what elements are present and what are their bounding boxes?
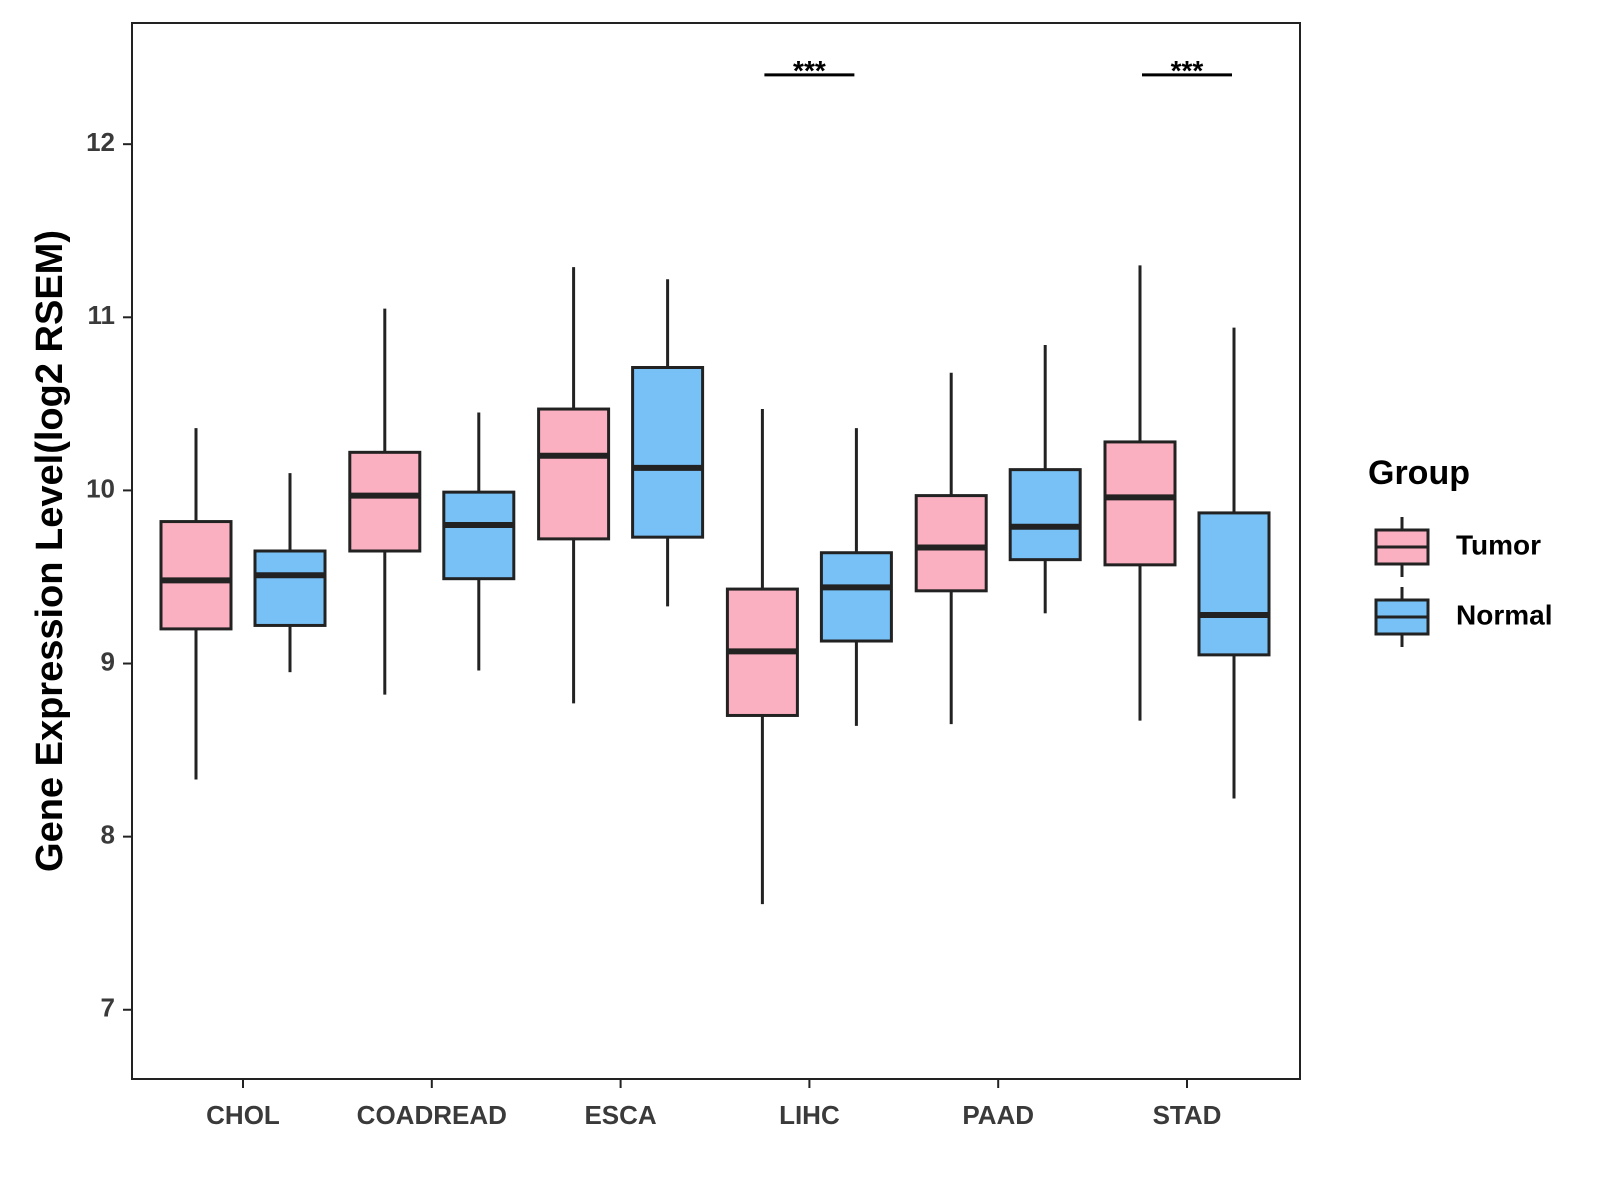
box-iqr: [631, 365, 705, 539]
legend-label: Normal: [1456, 599, 1552, 630]
y-tick-label: 8: [101, 820, 115, 850]
box-normal-paad: [1008, 344, 1082, 614]
box-iqr: [1008, 468, 1082, 562]
x-tick-label: CHOL: [206, 1100, 280, 1130]
box-iqr: [537, 407, 611, 541]
legend: Group Tumor Normal: [1368, 454, 1552, 647]
legend-label: Tumor: [1456, 529, 1541, 560]
legend-title: Group: [1368, 454, 1470, 492]
y-axis: 7 8 9 10 11 12: [86, 127, 132, 1023]
box-series: [159, 265, 1271, 905]
box-normal-stad: [1197, 327, 1271, 799]
significance-label: ***: [1171, 55, 1204, 86]
box-tumor-stad: [1103, 265, 1177, 721]
box-tumor-esca: [537, 267, 611, 704]
x-tick-label: LIHC: [779, 1100, 840, 1130]
box-iqr: [819, 551, 893, 643]
y-tick-label: 9: [101, 646, 115, 676]
box-normal-esca: [631, 279, 705, 607]
y-tick-label: 12: [86, 127, 115, 157]
x-tick-label: COADREAD: [357, 1100, 507, 1130]
y-tick-label: 7: [101, 993, 115, 1023]
box-iqr: [1197, 511, 1271, 657]
box-iqr: [159, 520, 233, 631]
y-tick-label: 11: [88, 300, 116, 330]
significance-annotations: *** ***: [764, 55, 1232, 86]
x-tick-label: STAD: [1153, 1100, 1222, 1130]
y-tick-label: 10: [86, 473, 115, 503]
box-tumor-paad: [914, 372, 988, 725]
box-tumor-coadread: [348, 308, 422, 695]
box-iqr: [442, 490, 516, 581]
y-axis-title: Gene Expression Level(log2 RSEM): [29, 230, 71, 872]
box-iqr: [1103, 440, 1177, 567]
x-tick-label: ESCA: [584, 1100, 656, 1130]
legend-item-normal: Normal: [1374, 587, 1552, 647]
box-tumor-lihc: [725, 409, 799, 905]
box-iqr: [253, 549, 327, 627]
significance-lihc: ***: [764, 55, 855, 86]
box-tumor-chol: [159, 428, 233, 780]
significance-label: ***: [793, 55, 826, 86]
box-normal-coadread: [442, 412, 516, 671]
box-iqr: [348, 450, 422, 553]
significance-stad: ***: [1142, 55, 1232, 86]
box-normal-lihc: [819, 428, 893, 726]
x-tick-label: PAAD: [962, 1100, 1034, 1130]
x-axis: CHOL COADREAD ESCA LIHC PAAD STAD: [206, 1079, 1221, 1130]
legend-item-tumor: Tumor: [1374, 517, 1541, 577]
box-normal-chol: [253, 473, 327, 673]
box-iqr: [914, 494, 988, 593]
